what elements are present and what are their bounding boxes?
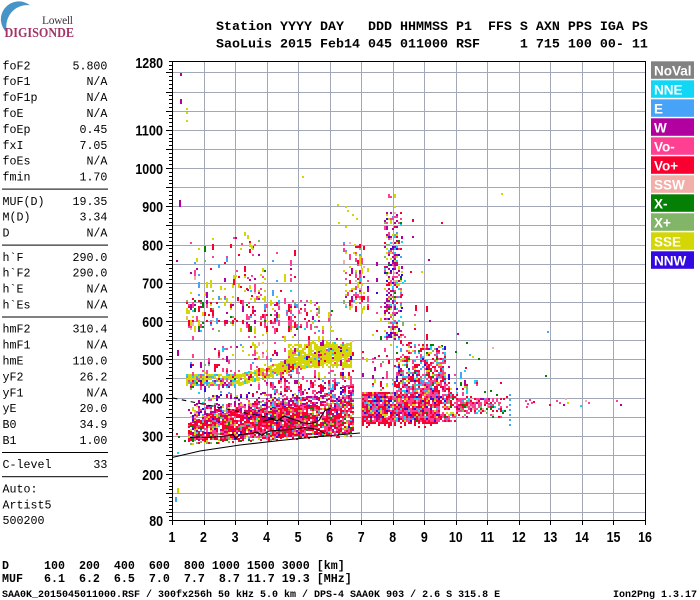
svg-text:foE N/A: foE N/A: [3, 107, 108, 121]
svg-text:X-: X-: [654, 196, 668, 211]
svg-text:foF2 5.800: foF2 5.800: [3, 59, 108, 73]
svg-text:3: 3: [232, 530, 239, 546]
svg-text:foF1 N/A: foF1 N/A: [3, 75, 108, 89]
svg-text:Auto:: Auto:: [3, 482, 38, 496]
svg-text:hmF2 310.4: hmF2 310.4: [3, 323, 108, 337]
svg-text:Ion2Png 1.3.17: Ion2Png 1.3.17: [613, 590, 697, 600]
svg-text:foEs N/A: foEs N/A: [3, 155, 108, 169]
svg-text:12: 12: [512, 530, 526, 546]
svg-text:400: 400: [142, 391, 163, 407]
svg-text:1000: 1000: [135, 162, 163, 178]
svg-text:2: 2: [200, 530, 207, 546]
svg-text:300: 300: [142, 430, 163, 446]
svg-text:13: 13: [544, 530, 558, 546]
svg-text:5: 5: [295, 530, 302, 546]
svg-text:hmF1 N/A: hmF1 N/A: [3, 339, 108, 353]
svg-text:fmin 1.70: fmin 1.70: [3, 171, 108, 185]
svg-text:yE 20.0: yE 20.0: [3, 402, 108, 416]
svg-text:14: 14: [575, 530, 590, 546]
svg-text:D N/A: D N/A: [3, 227, 108, 241]
svg-text:B0 34.9: B0 34.9: [3, 418, 108, 432]
svg-text:800: 800: [142, 238, 163, 254]
svg-text:200: 200: [142, 468, 163, 484]
svg-text:NoVal: NoVal: [654, 63, 692, 78]
svg-text:SAA0K_2015045011000.RSF / 300f: SAA0K_2015045011000.RSF / 300fx256h 50 k…: [2, 589, 500, 600]
svg-text:MUF 6.1 6.2 6.5 7.0 7.7: MUF 6.1 6.2 6.5 7.0 7.7 8.7 11.7 19.3 [M…: [2, 572, 352, 586]
svg-text:W: W: [654, 120, 667, 135]
svg-text:9: 9: [421, 530, 428, 546]
svg-text:500: 500: [142, 353, 163, 369]
svg-text:X+: X+: [654, 215, 671, 230]
svg-text:M(D) 3.34: M(D) 3.34: [3, 211, 108, 225]
svg-text:700: 700: [142, 277, 163, 293]
svg-text:SSW: SSW: [654, 177, 685, 192]
svg-text:fxI 7.05: fxI 7.05: [3, 139, 108, 153]
svg-text:D 100 200 400 600 800: D 100 200 400 600 800 1000 1500 3000 [km…: [2, 559, 345, 573]
svg-text:foEp 0.45: foEp 0.45: [3, 123, 108, 137]
svg-text:SSE: SSE: [654, 234, 681, 249]
svg-text:1280: 1280: [135, 56, 163, 72]
svg-text:DIGISONDE: DIGISONDE: [5, 26, 75, 41]
svg-text:h`F 290.0: h`F 290.0: [3, 251, 108, 265]
svg-text:B1 1.00: B1 1.00: [3, 434, 108, 448]
svg-text:6: 6: [326, 530, 333, 546]
svg-text:11: 11: [480, 530, 494, 546]
svg-text:h`F2 290.0: h`F2 290.0: [3, 267, 108, 281]
svg-text:15: 15: [607, 530, 621, 546]
svg-text:Vo+: Vo+: [654, 158, 678, 173]
svg-text:NNW: NNW: [654, 253, 686, 268]
svg-text:600: 600: [142, 315, 163, 331]
svg-text:Artist5: Artist5: [3, 498, 52, 512]
svg-text:7: 7: [358, 530, 365, 546]
svg-text:Lowell: Lowell: [42, 15, 73, 27]
svg-text:MUF(D) 19.35: MUF(D) 19.35: [3, 195, 108, 209]
svg-text:1100: 1100: [135, 124, 163, 140]
svg-text:C-level 33: C-level 33: [3, 458, 108, 472]
svg-text:80: 80: [149, 514, 163, 530]
svg-text:yF1 N/A: yF1 N/A: [3, 386, 108, 400]
svg-text:NNE: NNE: [654, 82, 683, 97]
svg-text:yF2 26.2: yF2 26.2: [3, 370, 108, 384]
svg-text:Vo-: Vo-: [654, 139, 675, 154]
svg-text:500200: 500200: [3, 514, 45, 528]
svg-text:8: 8: [389, 530, 396, 546]
svg-text:SaoLuis 2015 Feb14 045 011000: SaoLuis 2015 Feb14 045 011000 RSF 1 715 …: [216, 38, 648, 53]
svg-text:h`Es N/A: h`Es N/A: [3, 299, 108, 313]
svg-text:Station YYYY DAY DDD HHMMSS: Station YYYY DAY DDD HHMMSS P1 FFS S AXN…: [216, 20, 648, 35]
svg-text:foF1p N/A: foF1p N/A: [3, 91, 108, 105]
svg-text:16: 16: [638, 530, 652, 546]
svg-text:hmE 110.0: hmE 110.0: [3, 355, 108, 369]
svg-text:4: 4: [263, 530, 271, 546]
svg-text:1: 1: [169, 530, 176, 546]
svg-text:E: E: [654, 101, 663, 116]
svg-text:h`E N/A: h`E N/A: [3, 283, 108, 297]
svg-text:10: 10: [449, 530, 463, 546]
svg-text:900: 900: [142, 200, 163, 216]
